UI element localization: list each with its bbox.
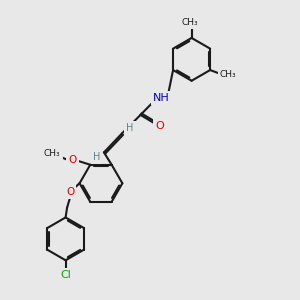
Text: O: O	[155, 121, 164, 131]
Text: O: O	[66, 187, 74, 197]
Text: H: H	[93, 152, 100, 162]
Text: NH: NH	[153, 93, 170, 103]
Text: CH₃: CH₃	[44, 149, 61, 158]
Text: CH₃: CH₃	[182, 18, 198, 27]
Text: CH₃: CH₃	[220, 70, 236, 79]
Text: H: H	[126, 123, 134, 133]
Text: Cl: Cl	[60, 270, 71, 280]
Text: O: O	[68, 155, 76, 165]
